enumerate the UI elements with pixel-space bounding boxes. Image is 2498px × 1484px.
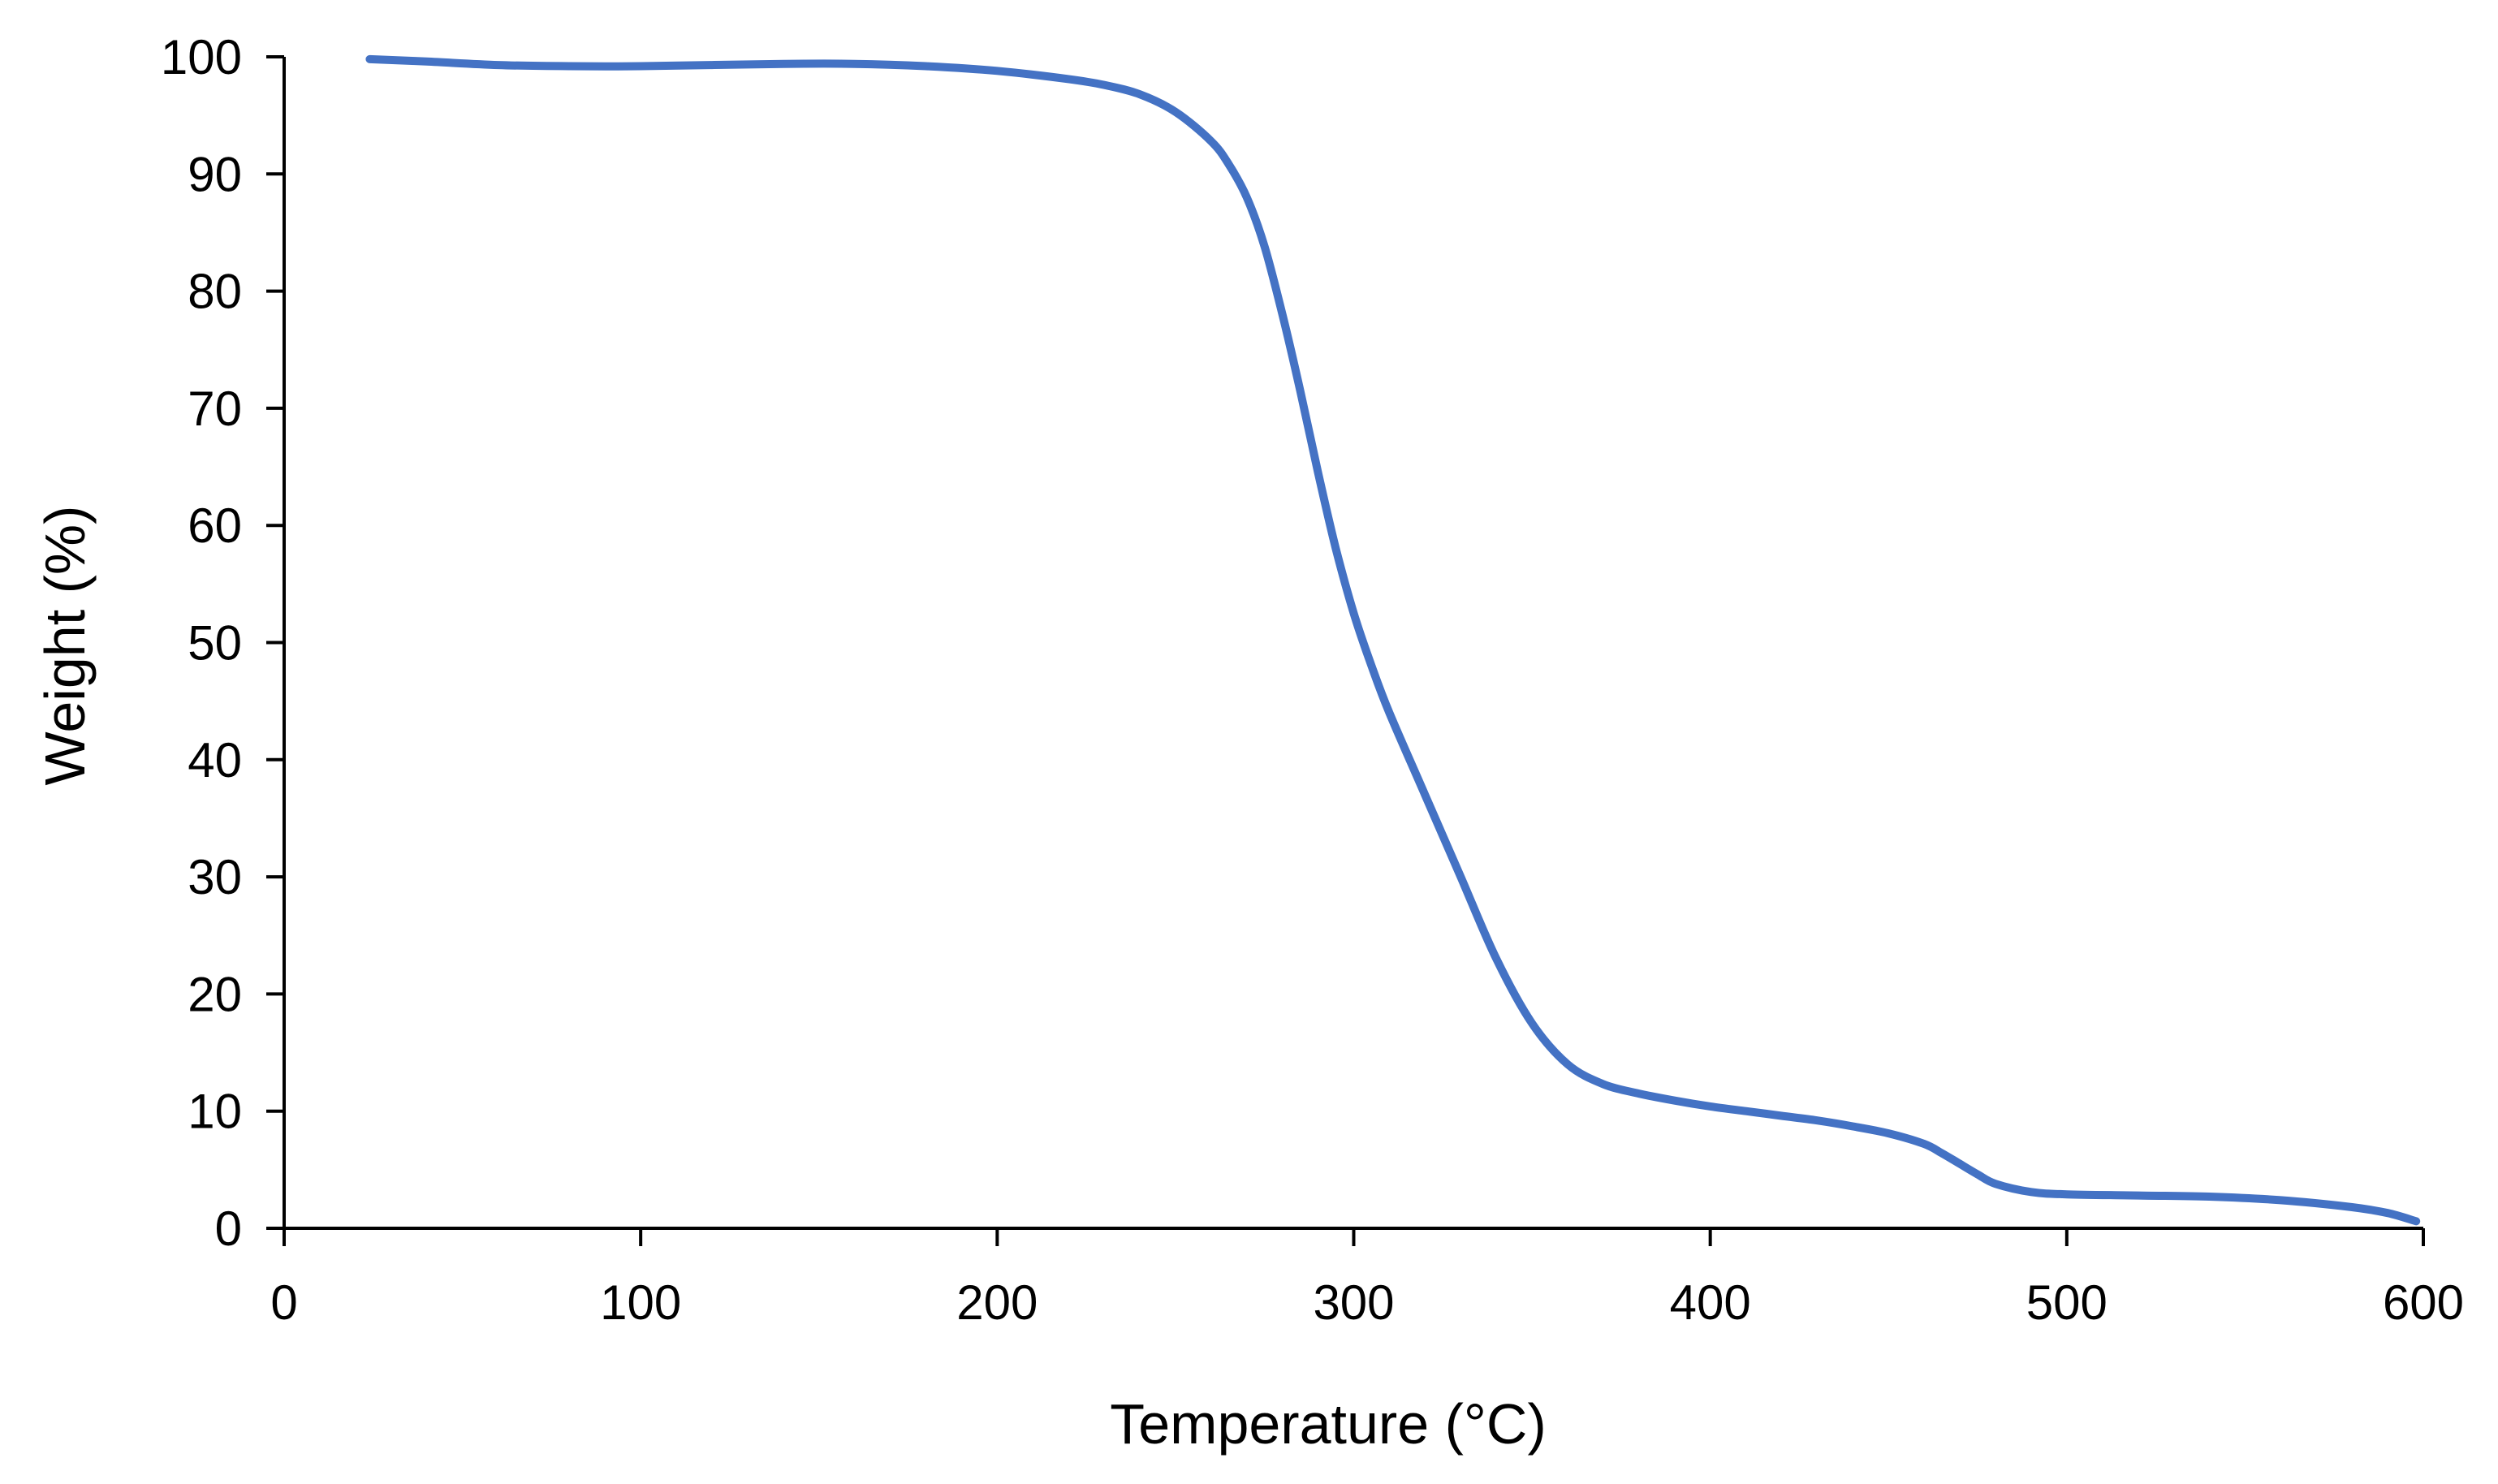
y-tick-label: 40	[188, 733, 242, 787]
y-tick-label: 90	[188, 147, 242, 201]
x-tick-label: 200	[956, 1275, 1038, 1330]
y-tick-label: 30	[188, 850, 242, 904]
y-tick-label: 0	[215, 1201, 242, 1256]
series-group	[365, 54, 2421, 1226]
x-axis-title: Temperature (°C)	[1110, 1392, 1547, 1456]
x-tick-label: 600	[2383, 1275, 2464, 1330]
y-tick-label: 80	[188, 265, 242, 319]
x-axis-ticks: 0 100 200 300 400 500 600	[270, 1228, 2464, 1330]
y-axis-title: Weight (%)	[33, 506, 97, 786]
x-tick-label: 300	[1313, 1275, 1394, 1330]
x-tick-label: 400	[1670, 1275, 1751, 1330]
y-tick-label: 100	[161, 30, 242, 84]
y-tick-label: 20	[188, 967, 242, 1021]
x-tick-label: 100	[600, 1275, 681, 1330]
y-tick-label: 10	[188, 1085, 242, 1139]
y-axis-ticks: 0 10 20 30 40 50 60 70 80 90 100	[161, 30, 284, 1256]
y-tick-label: 50	[188, 616, 242, 671]
y-tick-label: 70	[188, 382, 242, 436]
x-tick-label: 500	[2026, 1275, 2108, 1330]
y-tick-label: 60	[188, 498, 242, 553]
x-tick-label: 0	[270, 1275, 297, 1330]
series-line	[365, 54, 2421, 1226]
